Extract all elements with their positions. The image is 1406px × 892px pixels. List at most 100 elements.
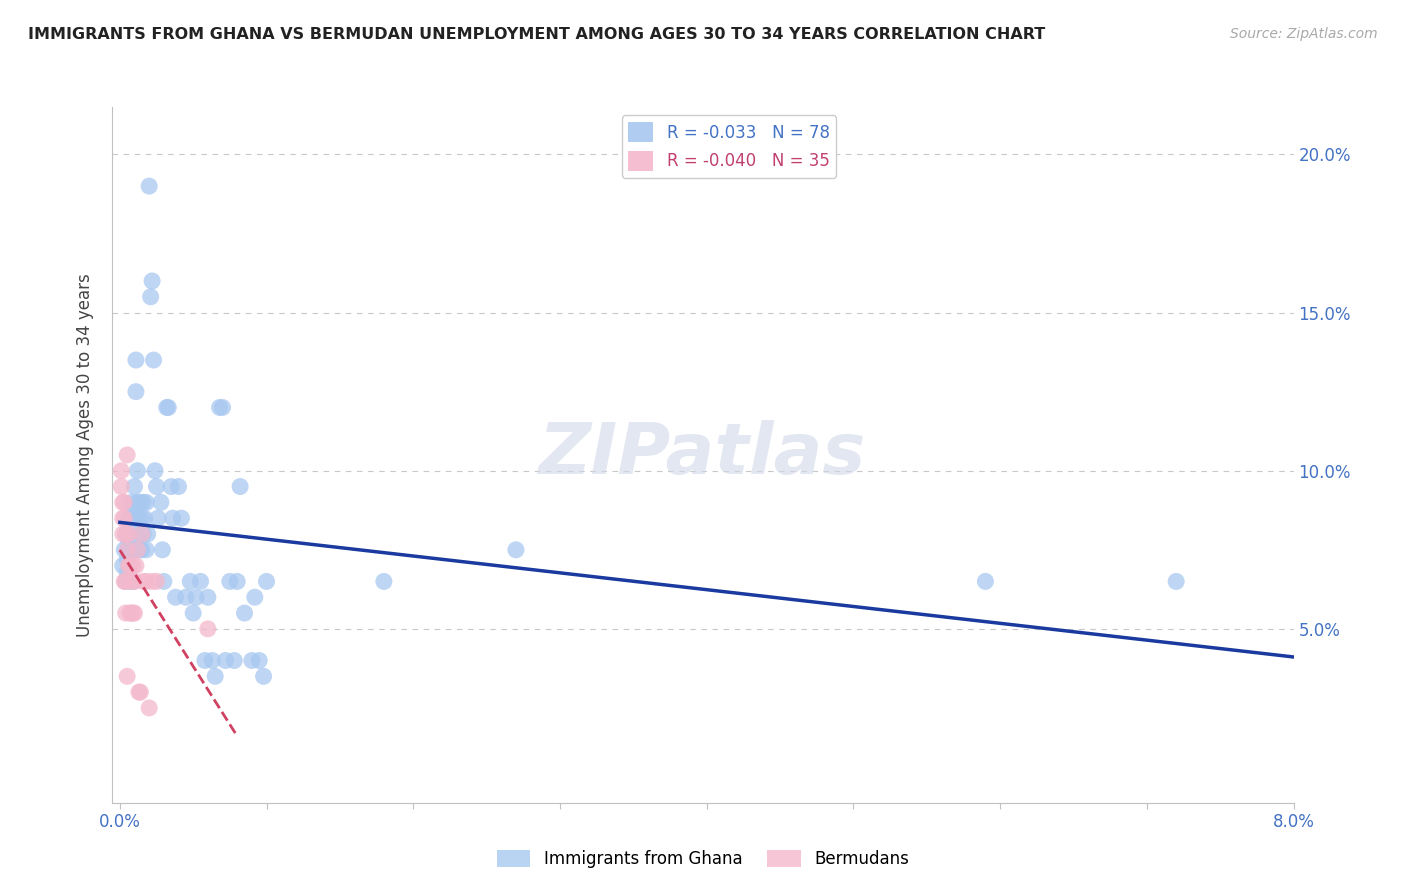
Point	[117, 511, 139, 525]
Point	[122, 558, 145, 573]
Point	[129, 527, 152, 541]
Point	[120, 542, 142, 557]
Point	[174, 591, 197, 605]
Point	[110, 464, 132, 478]
Point	[132, 495, 155, 509]
Point	[115, 669, 138, 683]
Point	[129, 685, 152, 699]
Point	[197, 622, 219, 636]
Point	[150, 542, 173, 557]
Point	[111, 511, 134, 525]
Point	[115, 565, 138, 579]
Point	[146, 511, 169, 525]
Point	[124, 542, 146, 557]
Point	[120, 521, 142, 535]
Point	[115, 542, 138, 557]
Point	[112, 574, 135, 589]
Point	[139, 290, 162, 304]
Point	[124, 606, 146, 620]
Point	[120, 574, 142, 589]
Point	[179, 574, 201, 589]
Point	[122, 574, 145, 589]
Point	[233, 606, 256, 620]
Point	[111, 558, 134, 573]
Point	[114, 606, 136, 620]
Point	[122, 606, 145, 620]
Point	[125, 558, 148, 573]
Point	[373, 574, 395, 589]
Point	[224, 653, 246, 667]
Point	[127, 542, 149, 557]
Legend: Immigrants from Ghana, Bermudans: Immigrants from Ghana, Bermudans	[491, 843, 915, 875]
Point	[114, 527, 136, 541]
Point	[142, 353, 165, 368]
Point	[121, 495, 143, 509]
Point	[135, 542, 157, 557]
Point	[167, 479, 190, 493]
Text: ZIPatlas: ZIPatlas	[540, 420, 866, 490]
Point	[112, 511, 135, 525]
Point	[136, 527, 159, 541]
Point	[156, 401, 179, 415]
Point	[160, 479, 183, 493]
Point	[974, 574, 997, 589]
Point	[181, 606, 204, 620]
Point	[505, 542, 527, 557]
Point	[124, 574, 146, 589]
Point	[111, 527, 134, 541]
Point	[184, 591, 207, 605]
Point	[190, 574, 212, 589]
Point	[128, 542, 150, 557]
Point	[121, 574, 143, 589]
Point	[117, 533, 139, 548]
Point	[135, 574, 157, 589]
Point	[132, 574, 155, 589]
Point	[201, 653, 224, 667]
Point	[145, 574, 167, 589]
Point	[226, 574, 249, 589]
Point	[1166, 574, 1188, 589]
Point	[149, 495, 172, 509]
Point	[121, 542, 143, 557]
Point	[127, 464, 149, 478]
Point	[115, 542, 138, 557]
Point	[122, 501, 145, 516]
Point	[141, 274, 163, 288]
Point	[114, 527, 136, 541]
Point	[143, 464, 166, 478]
Point	[256, 574, 278, 589]
Point	[131, 542, 153, 557]
Point	[117, 527, 139, 541]
Point	[115, 552, 138, 566]
Point	[165, 591, 187, 605]
Y-axis label: Unemployment Among Ages 30 to 34 years: Unemployment Among Ages 30 to 34 years	[76, 273, 94, 637]
Point	[247, 653, 270, 667]
Point	[135, 495, 157, 509]
Point	[124, 511, 146, 525]
Point	[214, 653, 236, 667]
Text: IMMIGRANTS FROM GHANA VS BERMUDAN UNEMPLOYMENT AMONG AGES 30 TO 34 YEARS CORRELA: IMMIGRANTS FROM GHANA VS BERMUDAN UNEMPL…	[28, 27, 1046, 42]
Point	[120, 606, 142, 620]
Point	[120, 558, 142, 573]
Point	[110, 479, 132, 493]
Point	[197, 591, 219, 605]
Point	[112, 542, 135, 557]
Point	[124, 479, 146, 493]
Point	[114, 574, 136, 589]
Point	[128, 685, 150, 699]
Point	[129, 495, 152, 509]
Point	[115, 448, 138, 462]
Point	[194, 653, 217, 667]
Legend: R = -0.033   N = 78, R = -0.040   N = 35: R = -0.033 N = 78, R = -0.040 N = 35	[621, 115, 837, 178]
Point	[208, 401, 231, 415]
Point	[134, 511, 156, 525]
Point	[125, 353, 148, 368]
Point	[128, 511, 150, 525]
Point	[141, 574, 163, 589]
Point	[252, 669, 274, 683]
Point	[211, 401, 233, 415]
Point	[114, 574, 136, 589]
Point	[138, 179, 160, 194]
Point	[131, 511, 153, 525]
Point	[132, 527, 155, 541]
